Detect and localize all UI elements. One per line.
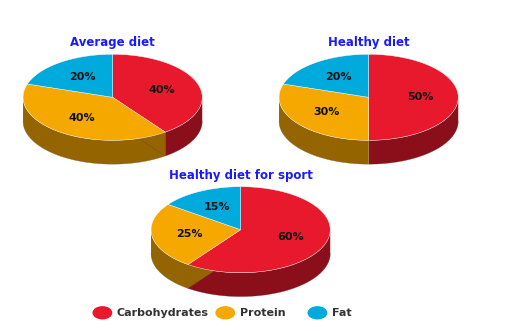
Polygon shape [279,98,369,164]
Polygon shape [28,54,113,97]
Text: 20%: 20% [325,72,351,82]
Circle shape [216,307,234,319]
Text: 20%: 20% [69,72,95,82]
Polygon shape [284,54,369,97]
Polygon shape [188,230,241,288]
Circle shape [93,307,112,319]
Polygon shape [23,97,165,164]
Text: Healthy diet: Healthy diet [328,36,410,49]
Polygon shape [188,230,241,288]
Polygon shape [151,205,241,264]
Polygon shape [113,97,165,156]
Polygon shape [165,98,202,156]
Polygon shape [113,97,165,156]
Polygon shape [188,230,330,297]
Text: Fat: Fat [332,308,351,318]
Polygon shape [369,54,458,140]
Text: 15%: 15% [204,203,230,213]
Polygon shape [113,54,202,132]
Polygon shape [188,230,241,288]
Polygon shape [113,97,165,156]
Polygon shape [188,187,330,273]
Text: Protein: Protein [240,308,285,318]
Text: Average diet: Average diet [70,36,155,49]
Polygon shape [369,98,458,164]
Text: Carbohydrates: Carbohydrates [117,308,209,318]
Polygon shape [279,84,369,140]
Text: 25%: 25% [176,229,203,239]
Text: Healthy diet for sport: Healthy diet for sport [168,169,313,182]
Polygon shape [188,230,241,288]
Text: 40%: 40% [69,113,95,122]
Polygon shape [113,97,165,156]
Polygon shape [168,187,241,230]
Polygon shape [23,84,165,140]
Circle shape [308,307,327,319]
Text: 40%: 40% [149,85,176,95]
Text: 60%: 60% [277,232,304,242]
Text: 30%: 30% [313,107,340,117]
Polygon shape [151,230,188,288]
Text: 50%: 50% [408,92,434,102]
